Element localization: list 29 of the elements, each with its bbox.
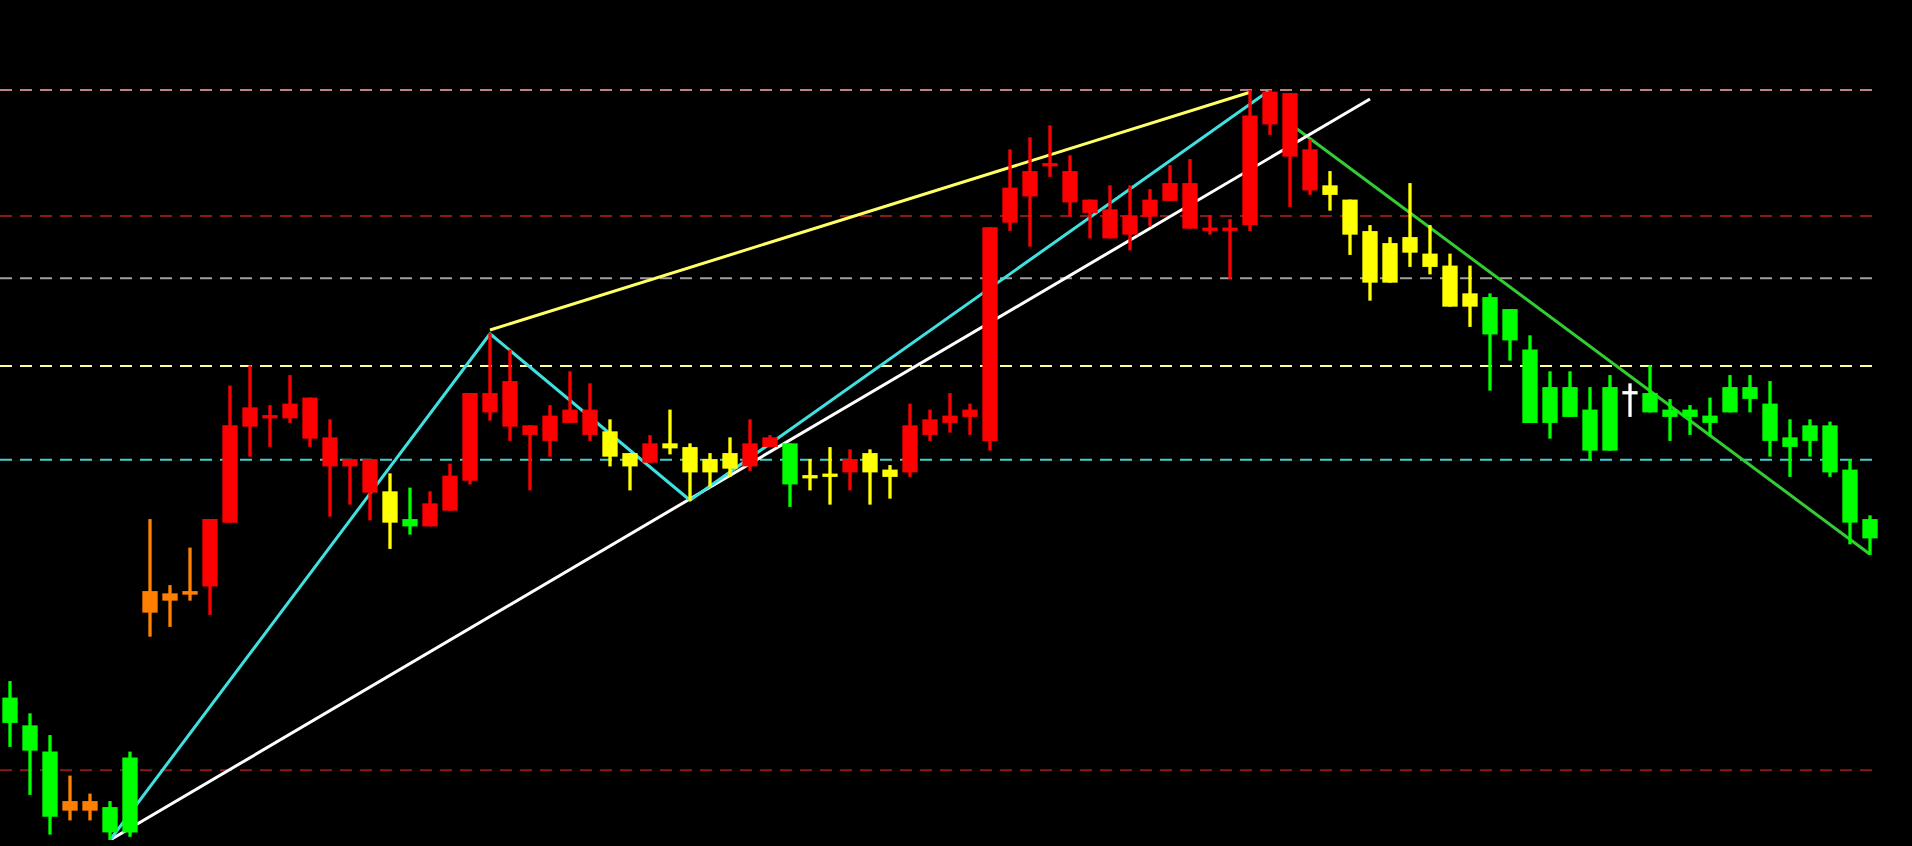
- candlestick: [1402, 183, 1418, 267]
- candlestick: [822, 447, 838, 505]
- candlestick: [1462, 265, 1478, 327]
- candlestick: [1622, 383, 1638, 417]
- candlestick: [1782, 419, 1798, 477]
- candlestick: [62, 775, 78, 821]
- candlestick: [1322, 171, 1338, 211]
- candlestick: [342, 459, 358, 505]
- candlestick: [522, 425, 538, 491]
- candlestick: [1022, 137, 1038, 247]
- candlestick: [942, 393, 958, 433]
- candlestick: [482, 333, 498, 421]
- candlestick: [242, 365, 258, 457]
- candlestick: [1702, 397, 1718, 437]
- candlestick: [562, 371, 578, 423]
- candlestick: [1042, 125, 1058, 177]
- candlestick: [1202, 215, 1218, 235]
- candlestick: [1682, 405, 1698, 435]
- candlestick: [402, 487, 418, 535]
- candlestick: [162, 585, 178, 627]
- candlestick: [962, 403, 978, 435]
- candlestick: [802, 459, 818, 491]
- candlestick: [882, 465, 898, 499]
- candlestick: [142, 519, 158, 637]
- candlestick: [662, 409, 678, 455]
- candlestick: [262, 405, 278, 447]
- candlestick: [1222, 219, 1238, 279]
- candlestick: [1662, 399, 1678, 441]
- candlestick: [182, 547, 198, 601]
